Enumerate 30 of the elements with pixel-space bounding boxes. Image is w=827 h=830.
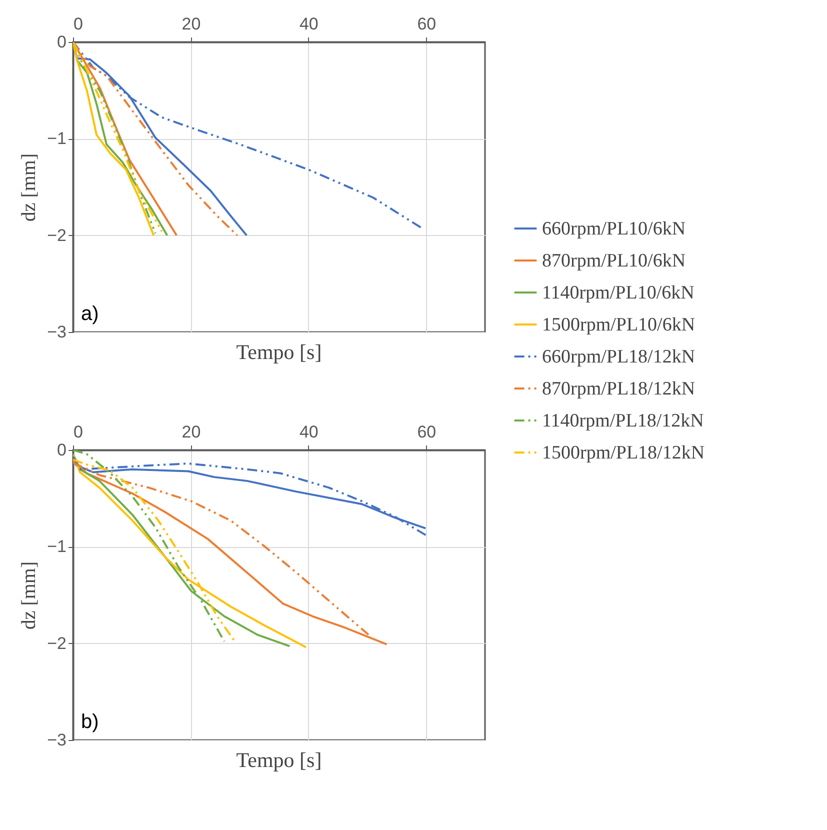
legend-label: 1140rpm/PL18/12kN (542, 410, 704, 432)
y-axis-title: dz [mm] (18, 561, 40, 630)
y-tick-label: −3 (47, 730, 66, 750)
x-tick-label: 60 (417, 14, 436, 34)
annotation: a) (81, 303, 99, 325)
y-tick-label: 0 (57, 32, 66, 52)
legend-label: 1500rpm/PL10/6kN (542, 314, 696, 336)
annotation: b) (81, 711, 99, 733)
x-tick-label: 0 (74, 422, 83, 442)
legend-label: 660rpm/PL18/12kN (542, 346, 696, 368)
x-tick-label: 20 (182, 422, 201, 442)
y-tick-label: −1 (47, 537, 66, 556)
y-tick-label: −1 (47, 129, 66, 148)
y-tick-label: −2 (47, 226, 66, 245)
x-tick-label: 40 (299, 422, 318, 442)
y-axis-title: dz [mm] (18, 153, 40, 222)
legend-label: 870rpm/PL10/6kN (542, 250, 686, 272)
x-axis-title: Tempo [s] (236, 748, 322, 772)
y-tick-label: 0 (57, 440, 66, 460)
x-axis-title: Tempo [s] (236, 340, 322, 364)
legend-label: 870rpm/PL18/12kN (542, 378, 696, 400)
y-tick-label: −2 (47, 634, 66, 653)
x-tick-label: 40 (299, 14, 318, 34)
legend-label: 1500rpm/PL18/12kN (542, 442, 705, 464)
x-tick-label: 60 (417, 422, 436, 442)
legend-label: 660rpm/PL10/6kN (542, 218, 686, 240)
x-tick-label: 20 (182, 14, 201, 34)
legend-label: 1140rpm/PL10/6kN (542, 282, 695, 304)
x-tick-label: 0 (74, 14, 83, 34)
y-tick-label: −3 (47, 322, 66, 342)
